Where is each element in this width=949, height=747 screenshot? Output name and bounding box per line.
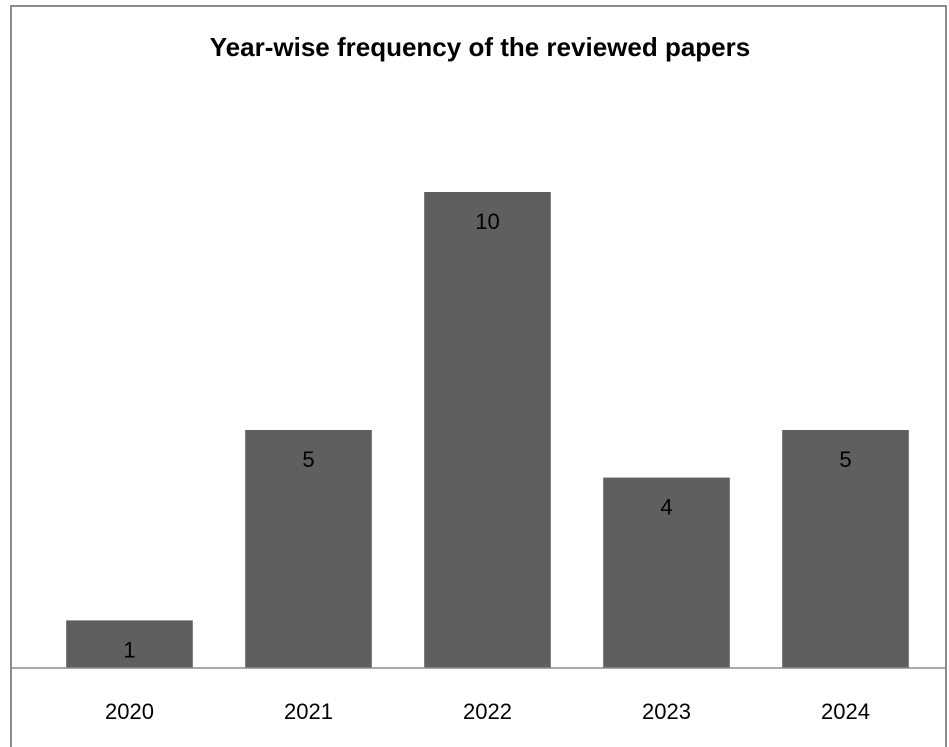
x-tick-label-2020: 2020 [105,699,154,724]
bar-2022 [424,192,551,668]
x-tick-label-2024: 2024 [821,699,870,724]
x-axis-tick-labels: 2020 2021 2022 2023 2024 [105,699,870,724]
bar-2023 [603,477,730,668]
bar-2024 [782,430,909,668]
x-tick-label-2021: 2021 [284,699,333,724]
data-labels: 1 5 10 4 5 [123,209,851,662]
x-tick-label-2023: 2023 [642,699,691,724]
x-tick-label-2022: 2022 [463,699,512,724]
data-label-2021: 5 [302,447,314,472]
data-label-2023: 4 [660,495,672,520]
data-label-2022: 10 [475,209,499,234]
chart-title: Year-wise frequency of the reviewed pape… [210,32,750,62]
bar-2020 [66,620,193,668]
bar-2021 [245,430,372,668]
data-label-2020: 1 [123,637,135,662]
bars [66,192,909,668]
data-label-2024: 5 [839,447,851,472]
